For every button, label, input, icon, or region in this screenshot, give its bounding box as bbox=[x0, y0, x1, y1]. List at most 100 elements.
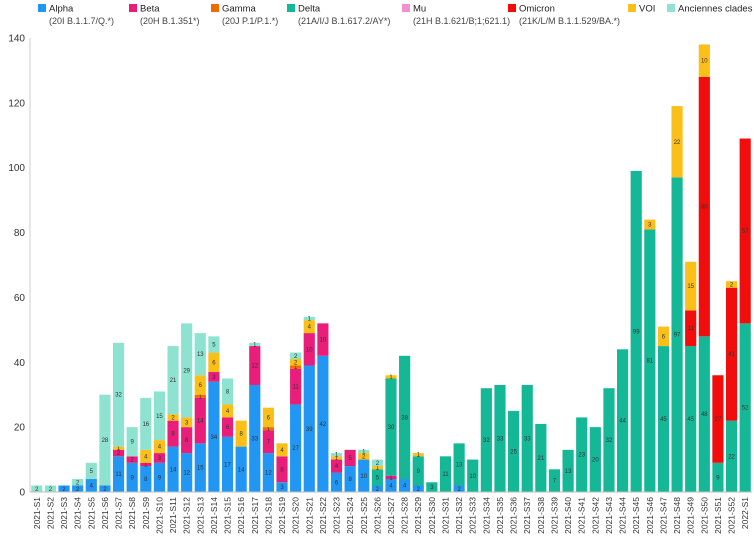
bar-stack-2021-S30: 3 bbox=[426, 482, 438, 492]
x-tick-label: 2021-S19 bbox=[277, 497, 287, 534]
data-label: 13 bbox=[197, 352, 204, 358]
x-tick-label: 2021-S25 bbox=[359, 497, 369, 534]
data-label: 57 bbox=[742, 229, 749, 235]
y-tick-label: 140 bbox=[8, 34, 25, 45]
bar-segment-alpha bbox=[99, 485, 111, 492]
data-label: 41 bbox=[728, 352, 735, 358]
data-label: 4 bbox=[158, 445, 162, 451]
x-tick-label: 2021-S4 bbox=[73, 497, 83, 529]
x-tick-label: 2021-S31 bbox=[440, 497, 450, 534]
data-label: 1 bbox=[389, 375, 393, 381]
bar-segment-voi bbox=[385, 375, 397, 379]
x-tick-label: 2021-S27 bbox=[386, 497, 396, 534]
bar-stack-2021-S9: 8 1 4 16 bbox=[140, 397, 152, 492]
bar-segment-beta bbox=[208, 372, 220, 382]
bar-stack-2021-S18: 12 7 1 6 bbox=[262, 407, 274, 492]
data-label: 10 bbox=[306, 347, 313, 353]
bar-segment-voi bbox=[208, 352, 220, 373]
data-label: 17 bbox=[224, 462, 231, 468]
legend-sublabel: (20H B.1.351*) bbox=[140, 16, 200, 26]
data-label: 21 bbox=[538, 456, 545, 462]
bar-stack-2021-S4: 22 bbox=[72, 479, 84, 493]
bar-segment-beta bbox=[140, 462, 152, 467]
bar-segment-alpha bbox=[412, 485, 424, 492]
data-label: 27 bbox=[292, 446, 299, 452]
data-label: 6 bbox=[226, 425, 230, 431]
data-label: 1 bbox=[362, 449, 366, 455]
x-tick-label: 2021-S20 bbox=[291, 497, 301, 534]
data-label: 12 bbox=[265, 471, 272, 477]
legend-swatch bbox=[287, 4, 295, 12]
data-label: 14 bbox=[238, 467, 245, 473]
legend-item-delta: Delta(21A/I/J B.1.617.2/AY*) bbox=[287, 4, 390, 26]
bar-segment-alpha bbox=[126, 462, 138, 492]
legend-label: Gamma bbox=[222, 4, 257, 15]
bar-stack-2021-S36: 25 bbox=[508, 410, 520, 492]
data-label: 2 bbox=[362, 454, 366, 460]
bar-segment-anciennes-clades bbox=[126, 427, 138, 457]
bar-segment-delta bbox=[616, 349, 629, 492]
x-tick-label: 2021-S9 bbox=[141, 497, 151, 529]
legend-item-beta: Beta(20H B.1.351*) bbox=[129, 4, 200, 26]
bar-segment-delta bbox=[371, 469, 383, 486]
data-label: 2 bbox=[417, 487, 421, 493]
bar-stack-2021-S27: 4 1 30 1 bbox=[385, 375, 397, 492]
data-label: 44 bbox=[619, 419, 626, 425]
data-label: 9 bbox=[158, 475, 162, 481]
data-label: 6 bbox=[335, 480, 339, 486]
data-label: 12 bbox=[251, 364, 258, 370]
data-label: 14 bbox=[170, 467, 177, 473]
data-label: 1 bbox=[389, 475, 393, 481]
bar-segment-alpha bbox=[399, 479, 411, 492]
bar-stack-2021-S31: 11 bbox=[439, 456, 452, 492]
data-label: 6 bbox=[662, 334, 666, 340]
bar-segment-voi bbox=[194, 375, 206, 395]
data-label: 1 bbox=[335, 456, 339, 462]
bar-segment-alpha bbox=[167, 446, 179, 492]
data-label: 2 bbox=[130, 458, 134, 464]
bar-segment-alpha bbox=[235, 446, 247, 492]
data-label: 8 bbox=[226, 389, 230, 395]
bar-segment-anciennes-clades bbox=[167, 346, 179, 415]
data-label: 38 bbox=[401, 415, 408, 421]
x-tick-label: 2021-S7 bbox=[114, 497, 124, 529]
bar-segment-anciennes-clades bbox=[330, 453, 343, 457]
bar-segment-alpha bbox=[194, 443, 206, 492]
bar-stack-2021-S22: 42 10 bbox=[317, 323, 329, 492]
bar-stack-2021-S46: 81 3 bbox=[644, 219, 656, 493]
bar-segment-anciennes-clades bbox=[221, 378, 234, 405]
bar-stack-2021-S17: 33 12 1 bbox=[249, 342, 261, 492]
x-tick-label: 2021-S15 bbox=[223, 497, 233, 534]
bar-segment-omicron bbox=[725, 287, 738, 421]
y-tick-label: 40 bbox=[14, 358, 26, 369]
data-label: 16 bbox=[142, 422, 149, 428]
bar-segment-alpha bbox=[112, 456, 125, 492]
bar-stack-2021-S47: 45 6 bbox=[657, 326, 670, 492]
x-tick-label: 2021-S5 bbox=[86, 497, 96, 529]
bar-segment-delta bbox=[399, 355, 411, 480]
bar-stack-2021-S25: 10 21 bbox=[358, 449, 370, 492]
x-tick-label: 2021-S52 bbox=[727, 497, 737, 534]
legend-item-anciennes-clades: Anciennes clades bbox=[667, 4, 753, 15]
legend-swatch bbox=[129, 4, 137, 12]
y-tick-label: 60 bbox=[14, 293, 26, 304]
bar-stack-2021-S32: 2 13 bbox=[453, 443, 465, 493]
bar-segment-gamma bbox=[194, 394, 206, 398]
data-label: 1 bbox=[117, 446, 121, 452]
bar-segment-anciennes-clades bbox=[44, 485, 57, 492]
legend-label: Anciennes clades bbox=[678, 4, 753, 15]
data-label: 6 bbox=[212, 360, 216, 366]
bar-segment-voi bbox=[262, 407, 274, 428]
data-label: 48 bbox=[701, 412, 708, 418]
data-label: 81 bbox=[646, 359, 653, 365]
bar-stack-2021-S34: 32 bbox=[480, 388, 492, 492]
x-axis: 2021-S1 2021-S2 2021-S3 2021-S4 2021-S5 2021-… bbox=[30, 491, 752, 534]
x-tick-label: 2021-S17 bbox=[250, 497, 260, 534]
data-label: 5 bbox=[376, 475, 380, 481]
data-label: 4 bbox=[308, 325, 312, 331]
bar-segment-beta bbox=[290, 368, 302, 405]
bar-segment-anciennes-clades bbox=[208, 336, 220, 353]
bar-segment-anciennes-clades bbox=[72, 479, 84, 486]
bar-segment-alpha bbox=[303, 365, 315, 492]
bar-segment-anciennes-clades bbox=[371, 459, 383, 467]
